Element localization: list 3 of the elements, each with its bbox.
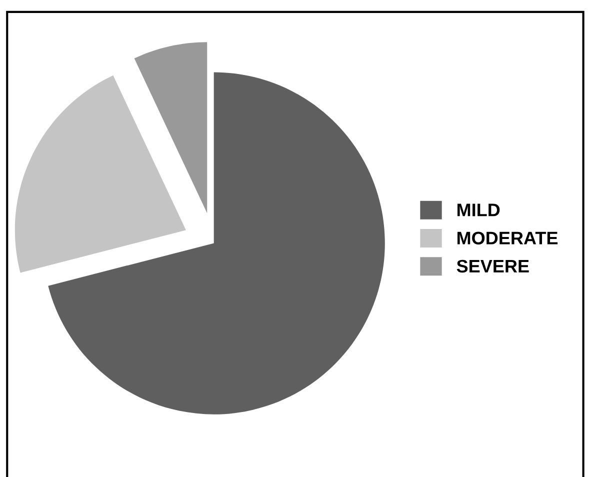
legend-label: MODERATE xyxy=(457,232,558,244)
legend-label: SEVERE xyxy=(456,260,529,273)
legend-label: MILD xyxy=(457,204,500,216)
